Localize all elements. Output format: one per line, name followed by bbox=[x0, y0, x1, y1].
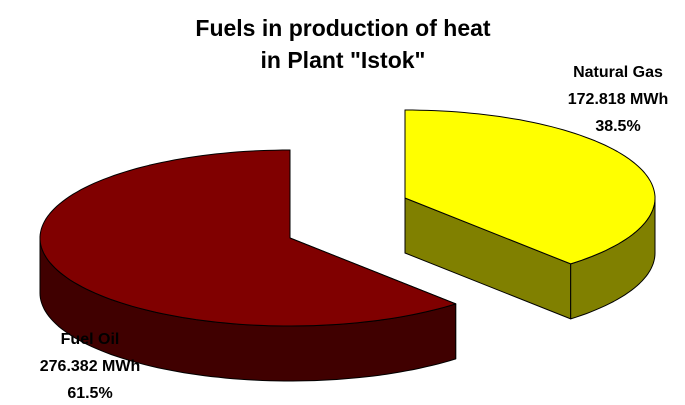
slice-label: Natural Gas bbox=[573, 64, 663, 81]
pie bbox=[39, 109, 656, 382]
value-label: 172.818 MWh bbox=[568, 91, 668, 108]
value-label: 276.382 MWh bbox=[40, 358, 140, 375]
slice bbox=[404, 109, 656, 265]
labels: Natural Gas 172.818 MWh 38.5% Fuel Oil 276.3… bbox=[40, 64, 668, 402]
percent-label: 38.5% bbox=[595, 118, 640, 135]
slice-label: Fuel Oil bbox=[61, 331, 120, 348]
percent-label: 61.5% bbox=[67, 385, 112, 402]
slice bbox=[39, 149, 457, 327]
chart-title: Fuels in production of heat bbox=[195, 15, 491, 41]
chart-title: in Plant "Istok" bbox=[261, 47, 426, 73]
